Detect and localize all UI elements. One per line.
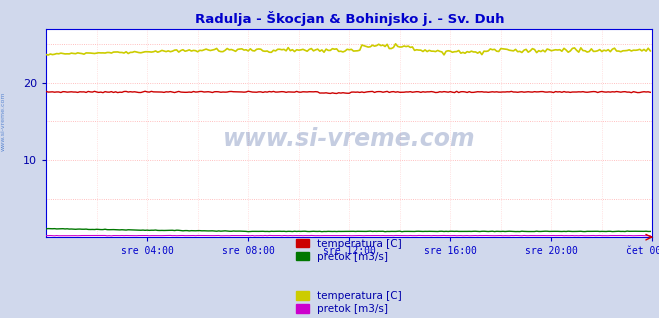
Title: Radulja - Škocjan & Bohinjsko j. - Sv. Duh: Radulja - Škocjan & Bohinjsko j. - Sv. D… (194, 11, 504, 26)
Text: www.si-vreme.com: www.si-vreme.com (1, 91, 6, 151)
Text: www.si-vreme.com: www.si-vreme.com (223, 127, 476, 151)
Legend: temperatura [C], pretok [m3/s]: temperatura [C], pretok [m3/s] (297, 291, 402, 314)
